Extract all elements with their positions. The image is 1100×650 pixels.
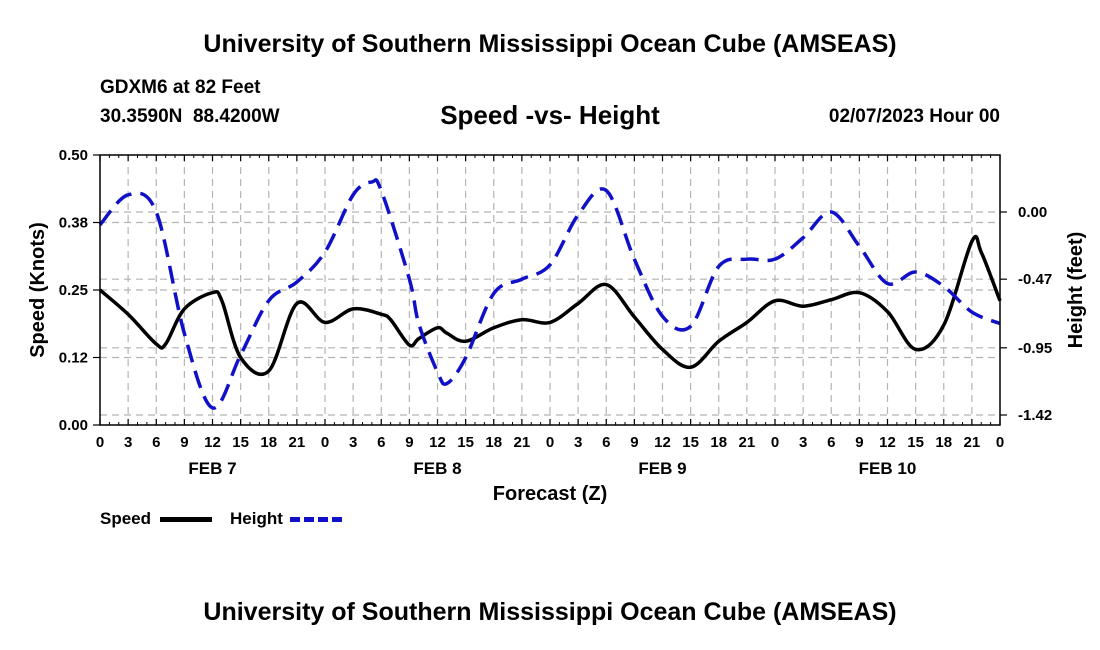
x-tick-label: 9: [405, 434, 413, 451]
x-tick-label: 0: [546, 434, 554, 451]
x-day-label: FEB 10: [859, 459, 917, 478]
footer-title: University of Southern Mississippi Ocean…: [203, 598, 897, 626]
x-tick-label: 21: [289, 434, 306, 451]
x-tick-label: 21: [964, 434, 981, 451]
y-right-tick-label: -0.95: [1018, 340, 1052, 357]
x-tick-label: 3: [349, 434, 357, 451]
y-right-tick-label: -0.47: [1018, 271, 1052, 288]
legend-height-label: Height: [230, 509, 283, 528]
x-tick-label: 0: [96, 434, 104, 451]
x-tick-label: 9: [180, 434, 188, 451]
y-left-tick-label: 0.00: [59, 417, 88, 434]
y-left-tick-label: 0.50: [59, 147, 88, 164]
coordinates-label: 30.3590N 88.4200W: [100, 106, 280, 127]
series-lines: [98, 178, 1002, 410]
x-tick-label: 12: [429, 434, 446, 451]
x-tick-label: 0: [771, 434, 779, 451]
x-tick-label: 15: [457, 434, 474, 451]
x-tick-label: 21: [514, 434, 531, 451]
x-tick-label: 0: [321, 434, 329, 451]
y-right-tick-label: 0.00: [1018, 204, 1047, 221]
legend-speed-swatch: [160, 517, 212, 522]
x-tick-label: 6: [602, 434, 610, 451]
x-tick-label: 6: [377, 434, 385, 451]
x-day-label: FEB 7: [188, 459, 236, 478]
station-label: GDXM6 at 82 Feet: [100, 77, 261, 98]
x-tick-label: 15: [907, 434, 924, 451]
x-tick-label: 18: [710, 434, 727, 451]
chart-main-title: University of Southern Mississippi Ocean…: [203, 30, 897, 58]
x-tick-label: 6: [152, 434, 160, 451]
x-tick-label: 12: [204, 434, 221, 451]
x-tick-label: 3: [799, 434, 807, 451]
x-tick-label: 18: [485, 434, 502, 451]
chart-subtitle: Speed -vs- Height: [440, 100, 660, 130]
forecast-datetime: 02/07/2023 Hour 00: [828, 106, 1000, 127]
y-axis-left-title: Speed (Knots): [27, 222, 49, 358]
x-tick-label: 12: [879, 434, 896, 451]
x-tick-label: 9: [855, 434, 863, 451]
x-tick-label: 12: [654, 434, 671, 451]
series-line-speed: [98, 234, 1002, 377]
x-tick-label: 3: [574, 434, 582, 451]
grid-lines: [100, 155, 1000, 425]
x-axis-title: Forecast (Z): [493, 483, 607, 505]
axes: 0 3 6 9 12 15 18 21 0 3 6 9 12 15 18 21 0 3 6 9 12 15 18 21 0 3 6 9…: [59, 147, 1052, 478]
x-tick-label: 3: [124, 434, 132, 451]
legend-speed-label: Speed: [100, 509, 152, 528]
x-tick-label: 9: [630, 434, 638, 451]
series-line-height: [98, 178, 1001, 410]
x-day-label: FEB 9: [638, 459, 686, 478]
x-tick-label: 18: [935, 434, 952, 451]
y-left-tick-label: 0.38: [59, 215, 88, 232]
y-right-tick-label: -1.42: [1018, 407, 1052, 424]
y-left-tick-label: 0.25: [59, 282, 88, 299]
x-tick-label: 0: [996, 434, 1004, 451]
x-tick-label: 6: [827, 434, 835, 451]
y-axis-right-title: Height (feet): [1065, 232, 1087, 349]
legend-height-swatch: [290, 517, 342, 522]
y-left-tick-label: 0.12: [59, 350, 88, 367]
x-tick-label: 18: [260, 434, 277, 451]
x-tick-label: 15: [682, 434, 699, 451]
x-tick-label: 21: [739, 434, 756, 451]
x-day-label: FEB 8: [413, 459, 461, 478]
x-tick-label: 15: [232, 434, 249, 451]
